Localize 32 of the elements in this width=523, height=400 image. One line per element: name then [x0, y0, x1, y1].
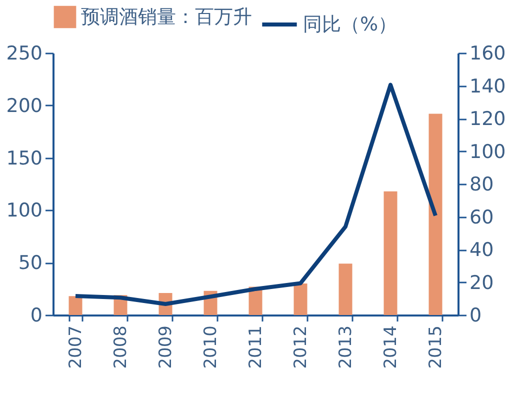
- line-series: [74, 82, 438, 306]
- x-tick-label: 2014: [381, 326, 401, 369]
- y-tick-label: 200: [6, 94, 42, 117]
- bar: [68, 296, 82, 315]
- y2-tick-label: 140: [470, 75, 506, 98]
- y-tick-label: 150: [6, 147, 42, 170]
- x-tick-label: 2009: [156, 326, 176, 369]
- y2-tick-label: 100: [470, 140, 506, 163]
- x-tick-label: 2012: [291, 326, 311, 369]
- y2-tick-label: 120: [470, 108, 506, 130]
- y-tick-label: 100: [6, 200, 42, 222]
- x-tick-label: 2013: [336, 326, 356, 369]
- legend-label: 预调酒销量：百万升: [81, 6, 252, 28]
- bar: [294, 284, 308, 315]
- x-tick-label: 2008: [111, 326, 131, 369]
- y2-tick-label: 160: [470, 42, 506, 64]
- y2-tick-label: 80: [470, 174, 494, 196]
- y-tick-label: 250: [6, 42, 42, 64]
- x-tick-label: 2010: [201, 326, 221, 369]
- x-tick-label: 2015: [426, 326, 446, 369]
- x-tick-label: 2011: [246, 326, 266, 369]
- y-tick-label: 50: [18, 252, 42, 274]
- y2-tick-label: 0: [470, 304, 482, 326]
- y2-tick-label: 20: [470, 272, 494, 294]
- y2-tick-label: 60: [470, 206, 494, 228]
- bar: [338, 264, 352, 315]
- legend-label: 同比（%）: [303, 14, 398, 36]
- x-tick-label: 2007: [66, 326, 86, 369]
- y2-tick-label: 40: [470, 239, 494, 261]
- y-tick-label: 0: [30, 304, 42, 326]
- bar: [384, 191, 398, 315]
- bar: [428, 114, 442, 315]
